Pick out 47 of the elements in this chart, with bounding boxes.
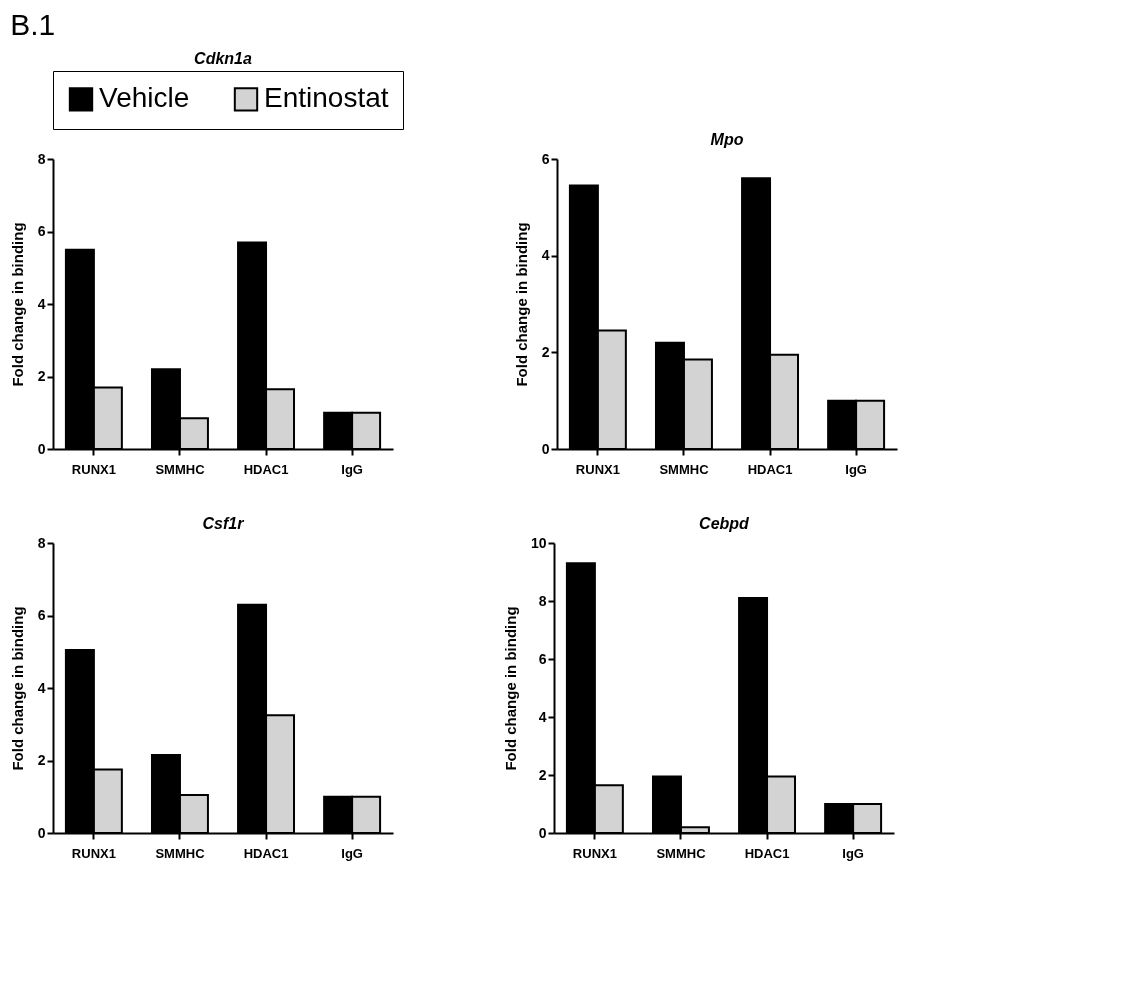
- x-tick-label: HDAC1: [243, 845, 289, 861]
- y-tick-label: 4: [541, 247, 550, 264]
- y-axis-title: Fold change in binding: [501, 606, 519, 771]
- y-tick-label: 10: [530, 534, 547, 551]
- x-tick-label: IgG: [845, 461, 867, 477]
- y-tick-label: 4: [538, 708, 547, 725]
- y-tick-label: 6: [37, 607, 46, 623]
- y-axis-title: Fold change in binding: [8, 606, 26, 771]
- x-tick-label: RUNX1: [572, 845, 617, 861]
- text: B.1: [10, 7, 56, 41]
- y-tick-label: 6: [538, 650, 547, 667]
- y-tick-label: 0: [541, 440, 550, 457]
- y-tick-label: 8: [538, 592, 547, 609]
- x-tick-label: HDAC1: [747, 461, 793, 477]
- y-tick-label: 0: [538, 824, 547, 841]
- x-tick-label: SMMHC: [155, 461, 206, 477]
- x-tick-label: IgG: [341, 845, 363, 861]
- x-tick-label: HDAC1: [744, 845, 790, 861]
- y-tick-label: 2: [541, 343, 550, 360]
- y-tick-label: 2: [538, 766, 547, 783]
- y-tick-label: 4: [37, 679, 46, 696]
- x-tick-label: RUNX1: [575, 461, 620, 477]
- y-tick-label: 6: [37, 223, 46, 239]
- y-tick-label: 6: [541, 150, 550, 167]
- y-tick-label: 8: [37, 534, 46, 551]
- y-tick-label: 8: [37, 150, 46, 167]
- x-tick-label: IgG: [341, 461, 363, 477]
- chart-title: Cebpd: [699, 515, 751, 532]
- chart-title: Csf1r: [202, 515, 245, 532]
- y-axis-title: Fold change in binding: [8, 222, 26, 387]
- x-tick-label: SMMHC: [155, 845, 206, 861]
- x-tick-label: RUNX1: [71, 845, 116, 861]
- y-tick-label: 0: [37, 440, 46, 457]
- x-tick-label: HDAC1: [243, 461, 289, 477]
- y-tick-label: 2: [37, 368, 46, 384]
- x-tick-label: IgG: [842, 845, 864, 861]
- chart-title: Mpo: [710, 131, 744, 148]
- legend-label: Vehicle: [99, 82, 190, 114]
- y-tick-label: 0: [37, 824, 46, 841]
- y-axis-title: Fold change in binding: [512, 222, 530, 387]
- y-tick-label: 2: [37, 752, 46, 768]
- chart-title: Cdkn1a: [194, 49, 252, 67]
- x-tick-label: SMMHC: [659, 461, 710, 477]
- y-tick-label: 4: [37, 295, 46, 312]
- legend-label: Entinostat: [264, 82, 389, 114]
- x-tick-label: RUNX1: [71, 461, 116, 477]
- x-tick-label: SMMHC: [656, 845, 707, 861]
